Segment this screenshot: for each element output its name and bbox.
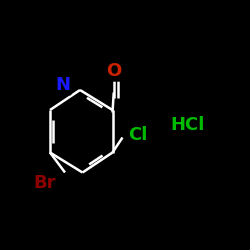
Text: Br: Br — [34, 174, 56, 192]
Text: N: N — [55, 76, 70, 94]
Text: O: O — [106, 62, 122, 80]
Text: Cl: Cl — [128, 126, 147, 144]
Text: HCl: HCl — [170, 116, 205, 134]
